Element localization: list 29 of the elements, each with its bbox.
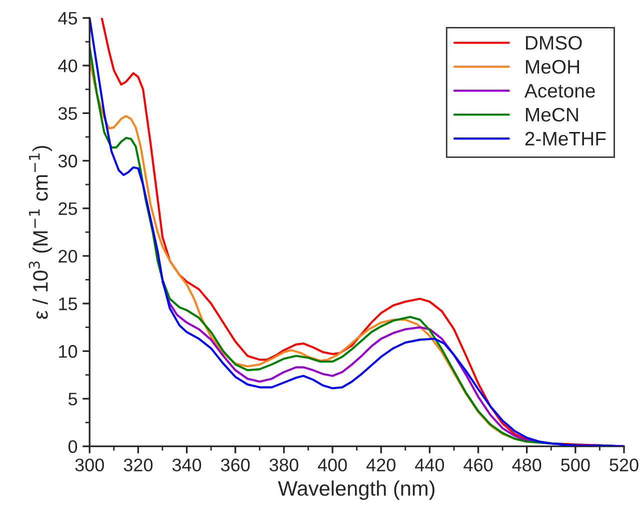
x-tick-label: 520 — [610, 458, 638, 472]
x-tick-label: 380 — [270, 458, 298, 472]
x-tick-label: 420 — [366, 458, 396, 472]
y-axis-title: ε / 10$^{3}$ (M$^{−1}$ cm$^{−1}$) — [28, 146, 52, 319]
legend-label: Acetone — [524, 84, 595, 98]
y-tick-label: 30 — [58, 154, 78, 168]
y-tick-label: 5 — [68, 392, 78, 406]
x-tick-label: 300 — [75, 458, 104, 472]
x-tick-label: 320 — [124, 458, 153, 472]
legend-label: DMSO — [526, 36, 582, 50]
legend-label: MeOH — [526, 60, 579, 74]
x-tick-label: 440 — [415, 458, 444, 472]
legend-label: MeCN — [526, 108, 578, 122]
legend-label: 2-MeTHF — [525, 132, 606, 146]
x-tick-label: 500 — [561, 458, 590, 472]
y-tick-label: 40 — [58, 59, 78, 72]
y-tick-label: 45 — [58, 12, 78, 25]
x-tick-label: 360 — [220, 458, 250, 472]
y-tick-label: 15 — [59, 298, 78, 310]
y-tick-label: 35 — [58, 107, 78, 120]
y-tick-label: 0 — [68, 440, 78, 454]
x-tick-label: 480 — [512, 458, 542, 472]
y-tick-label: 20 — [58, 250, 78, 263]
x-tick-label: 400 — [318, 458, 347, 472]
y-tick-label: 10 — [59, 345, 78, 358]
x-tick-label: 460 — [464, 458, 493, 472]
x-tick-label: 340 — [172, 458, 202, 472]
x-axis-title: Wavelength (nm) — [278, 480, 434, 500]
y-tick-label: 25 — [58, 202, 78, 216]
